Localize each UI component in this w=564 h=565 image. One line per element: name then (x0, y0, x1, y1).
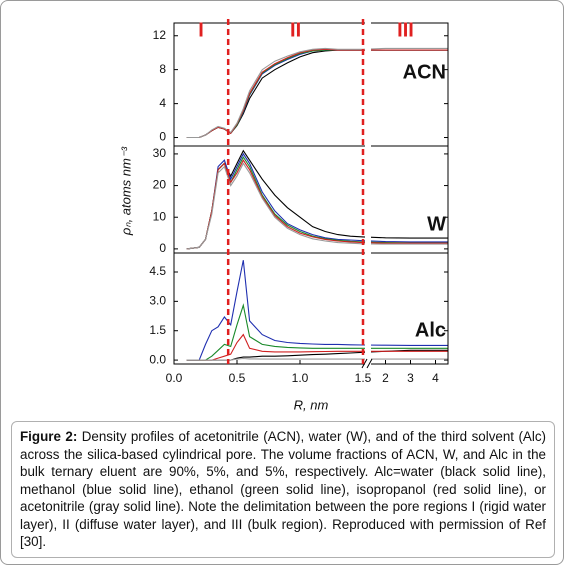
x-tick-label: 0.5 (229, 371, 246, 385)
axis-break (365, 19, 371, 369)
x-tick-label: 2 (382, 371, 389, 385)
x-axis-label: R, nm (294, 397, 329, 412)
series-line (186, 357, 448, 361)
y-tick-label: 3.0 (149, 294, 166, 308)
y-tick-label: 20 (153, 178, 167, 192)
caption-text: Density profiles of acetonitrile (ACN), … (20, 429, 546, 549)
region-label: I (198, 19, 204, 41)
y-tick-label: 12 (153, 28, 167, 42)
region-label: III (397, 19, 414, 41)
y-tick-label: 8 (159, 62, 166, 76)
y-tick-label: 0.0 (149, 352, 166, 366)
y-tick-label: 4.5 (149, 264, 166, 278)
panel-frame (173, 252, 449, 365)
panel-label: W (427, 213, 446, 235)
y-tick-label: 1.5 (149, 323, 166, 337)
y-tick-label: 10 (153, 209, 167, 223)
y-tick-label: 0 (159, 241, 166, 255)
panel-label: ACN (403, 61, 446, 83)
region-label: II (290, 19, 301, 41)
caption: Figure 2: Density profiles of acetonitri… (11, 421, 555, 558)
chart: ρₙ, atoms nm⁻³ R, nm 0 4 8 12 ACN 0 10 20 30 W 0.0… (118, 19, 449, 412)
caption-label: Figure 2: (20, 429, 78, 444)
x-tick-label: 3 (407, 371, 414, 385)
panel-label: Alc (415, 319, 446, 341)
y-tick-label: 30 (153, 146, 167, 160)
y-tick-label: 4 (159, 96, 166, 110)
break-mark (361, 358, 368, 369)
x-tick-label: 1.0 (292, 371, 309, 385)
x-tick-label: 4 (432, 371, 439, 385)
y-tick-label: 0 (159, 130, 166, 144)
break-mark (366, 358, 373, 369)
series-line (186, 333, 448, 361)
y-axis-label: ρₙ, atoms nm⁻³ (118, 146, 133, 236)
x-tick-label: 1.5 (355, 371, 372, 385)
x-tick-label: 0.0 (166, 371, 183, 385)
